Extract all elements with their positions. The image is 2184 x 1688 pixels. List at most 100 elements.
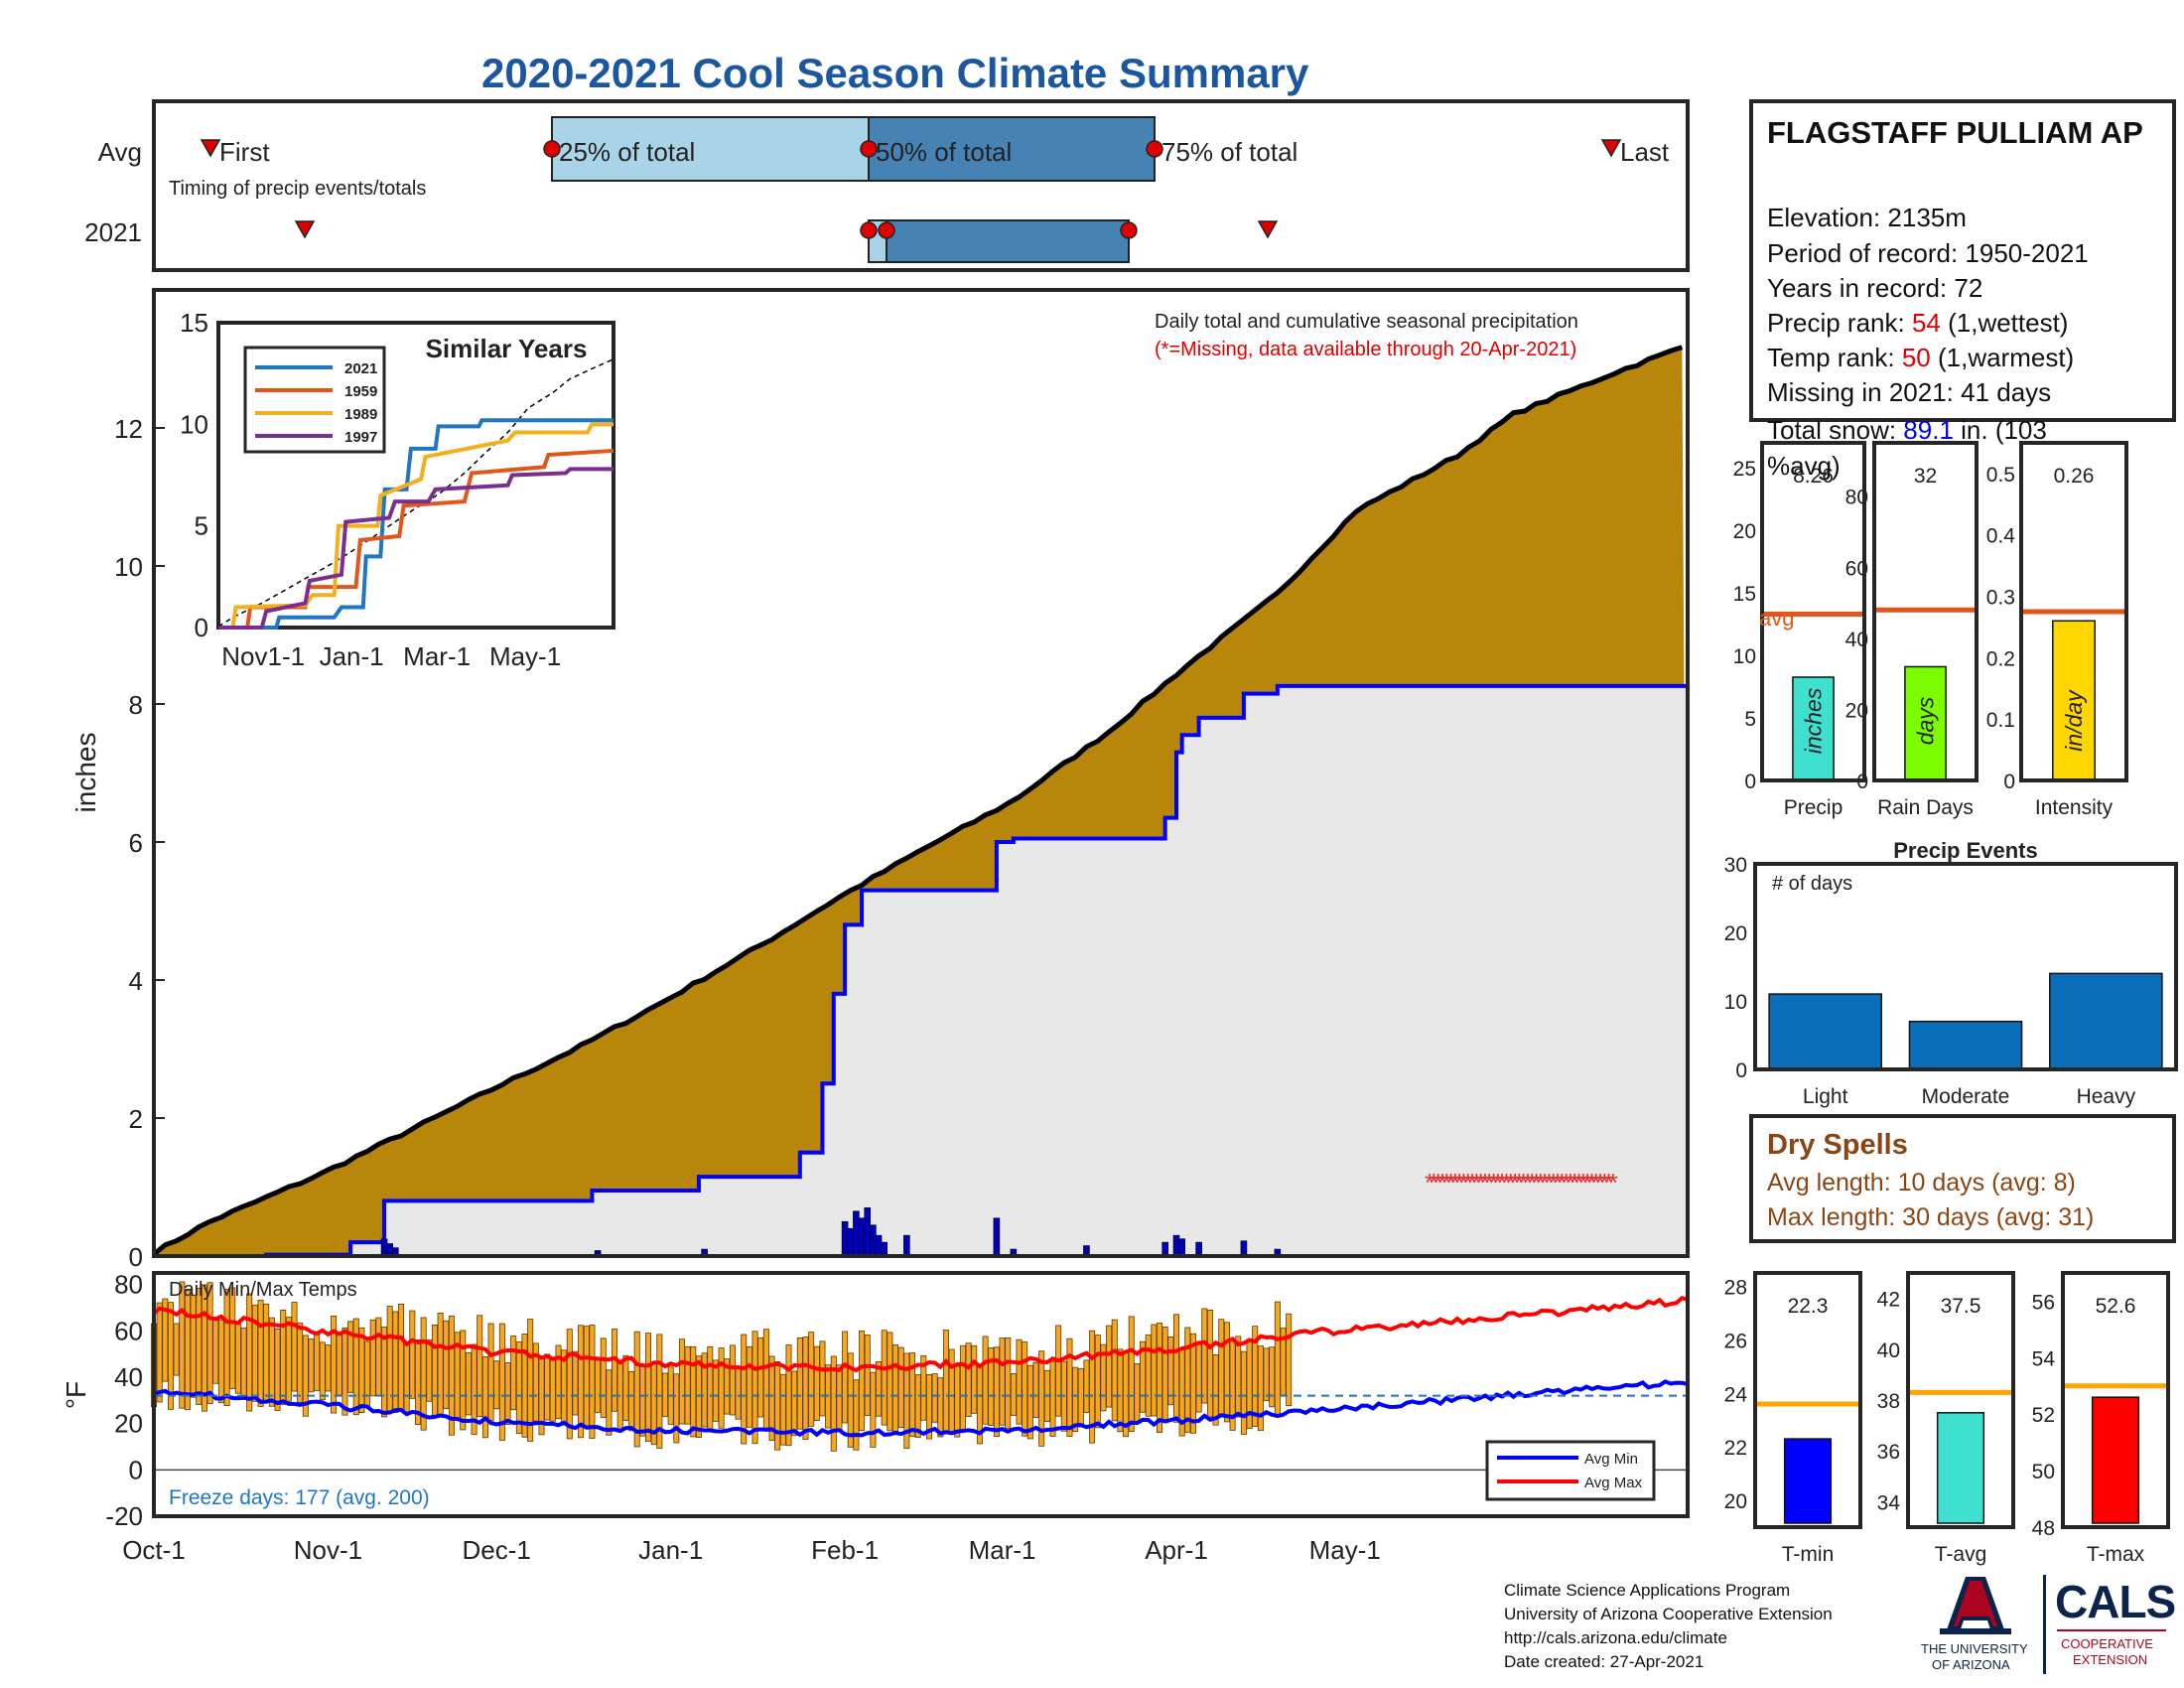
daily-temp-bar bbox=[583, 1326, 590, 1427]
tmax-summary-bar bbox=[2091, 1396, 2140, 1524]
daily-temp-bar bbox=[830, 1355, 837, 1452]
daily-temp-bar bbox=[437, 1313, 444, 1416]
daily-temp-bar bbox=[842, 1331, 849, 1424]
missing-data-marker: * bbox=[1497, 1168, 1507, 1197]
daily-temp-bar bbox=[948, 1348, 955, 1435]
avg-min-temp-line bbox=[153, 1379, 1689, 1438]
station-period: Period of record: 1950-2021 bbox=[1767, 238, 2089, 268]
daily-temp-bar bbox=[920, 1354, 927, 1421]
daily-temp-bar bbox=[853, 1379, 860, 1451]
daily-temp-bar bbox=[746, 1345, 752, 1428]
daily-temp-bar bbox=[712, 1359, 719, 1422]
daily-temp-bar bbox=[555, 1344, 562, 1420]
daily-temp-bar bbox=[403, 1342, 410, 1414]
daily-temp-bar bbox=[325, 1344, 332, 1392]
daily-temp-bar bbox=[1100, 1343, 1107, 1412]
timing-row-avg-label: Avg bbox=[98, 137, 142, 167]
daily-temp-bar bbox=[1010, 1373, 1017, 1416]
daily-temp-bar bbox=[942, 1330, 949, 1433]
raindays-summary-y-tick-label: 80 bbox=[1845, 487, 1868, 509]
daily-temp-bar bbox=[240, 1327, 247, 1400]
daily-temp-bar bbox=[196, 1287, 203, 1405]
dry-spells-max: Max length: 30 days (avg: 31) bbox=[1767, 1203, 2095, 1231]
missing-data-marker: * bbox=[1570, 1168, 1579, 1197]
intensity-summary-value-label: 0.26 bbox=[2054, 465, 2095, 488]
daily-temp-bar bbox=[1212, 1353, 1219, 1426]
daily-temp-bar bbox=[639, 1364, 646, 1437]
station-years: Years in record: 72 bbox=[1767, 273, 1983, 303]
daily-temp-bar bbox=[645, 1333, 652, 1443]
daily-temp-bar bbox=[931, 1373, 938, 1423]
daily-temp-bar bbox=[1173, 1314, 1180, 1423]
daily-temp-bar bbox=[1072, 1366, 1079, 1433]
daily-temp-bar bbox=[965, 1342, 972, 1417]
daily-temp-bar bbox=[1184, 1327, 1191, 1433]
precip-events-bar bbox=[1908, 1020, 2023, 1070]
tavg-summary-frame bbox=[1906, 1271, 2015, 1529]
daily-temp-bar bbox=[1134, 1363, 1141, 1424]
inset-series-1989 bbox=[218, 422, 614, 630]
precip-events-y-tick-label: 10 bbox=[1724, 991, 1747, 1014]
precip-events-y-tick-label: 0 bbox=[1735, 1059, 1747, 1082]
missing-data-marker: * bbox=[1454, 1168, 1464, 1197]
daily-temp-bar bbox=[662, 1372, 669, 1417]
missing-data-marker: * bbox=[1433, 1168, 1443, 1197]
station-missing: Missing in 2021: 41 days bbox=[1767, 377, 2052, 407]
daily-temp-bar bbox=[409, 1310, 416, 1399]
season-2021-cumulative-area bbox=[154, 685, 1688, 1256]
daily-temp-bar bbox=[1218, 1319, 1225, 1416]
daily-temp-bar bbox=[864, 1335, 871, 1417]
daily-precip-bar bbox=[853, 1210, 860, 1257]
raindays-summary-frame bbox=[1872, 441, 1979, 782]
daily-precip-bar bbox=[864, 1207, 872, 1257]
daily-temp-bar bbox=[336, 1333, 342, 1396]
inset-legend-label: 1959 bbox=[344, 383, 377, 400]
daily-temp-bar bbox=[1049, 1360, 1056, 1437]
missing-data-marker: * bbox=[1441, 1168, 1451, 1197]
tavg-summary-y-tick-label: 36 bbox=[1877, 1441, 1900, 1464]
daily-temp-bar bbox=[673, 1373, 680, 1444]
missing-data-marker: * bbox=[1437, 1168, 1447, 1197]
date-axis-tick-label: Apr-1 bbox=[1145, 1535, 1208, 1565]
raindays-summary-y-tick-label: 20 bbox=[1845, 699, 1868, 722]
daily-temp-bar bbox=[167, 1302, 174, 1410]
missing-data-marker: * bbox=[1471, 1168, 1481, 1197]
daily-temp-bar bbox=[1022, 1341, 1028, 1437]
precip-y-tick-label: 12 bbox=[114, 414, 143, 444]
page-title: 2020-2021 Cool Season Climate Summary bbox=[481, 50, 1309, 96]
daily-temp-bar bbox=[914, 1374, 921, 1438]
precip-y-tick-label: 6 bbox=[129, 828, 143, 858]
dry-spells-avg: Avg length: 10 days (avg: 8) bbox=[1767, 1169, 2076, 1196]
precip-events-frame bbox=[1753, 862, 2178, 1071]
precip-summary-y-tick-label: 25 bbox=[1733, 458, 1756, 481]
daily-temp-bar bbox=[431, 1325, 438, 1417]
daily-temp-bar bbox=[606, 1369, 613, 1436]
timing-percentile-marker bbox=[860, 140, 878, 158]
missing-data-marker: * bbox=[1553, 1168, 1563, 1197]
daily-temp-bar bbox=[768, 1355, 775, 1442]
missing-data-marker: * bbox=[1549, 1168, 1559, 1197]
intensity-summary-y-tick-label: 0.5 bbox=[1986, 464, 2015, 487]
missing-data-marker: * bbox=[1480, 1168, 1490, 1197]
inset-series-1997 bbox=[218, 467, 614, 630]
daily-temp-bar bbox=[1117, 1348, 1124, 1433]
daily-temp-bar bbox=[937, 1377, 944, 1438]
daily-temp-bar bbox=[1286, 1313, 1293, 1407]
daily-temp-bar bbox=[297, 1322, 304, 1403]
missing-data-marker: * bbox=[1467, 1168, 1477, 1197]
timing-row-2021-label: 2021 bbox=[84, 217, 142, 247]
precip-y-tick-label: 0 bbox=[129, 1242, 143, 1272]
daily-temp-bar bbox=[729, 1344, 736, 1416]
daily-temp-bar bbox=[959, 1344, 966, 1433]
intensity-summary-y-tick-label: 0.1 bbox=[1986, 709, 2015, 732]
daily-temp-bar bbox=[1077, 1368, 1084, 1428]
daily-temp-bar bbox=[982, 1336, 989, 1425]
temp-chart-frame bbox=[152, 1271, 1690, 1518]
precip-events-y-tick-label: 20 bbox=[1724, 922, 1747, 945]
daily-temp-bar bbox=[870, 1371, 877, 1448]
tmin-summary-y-tick-label: 24 bbox=[1724, 1383, 1748, 1406]
daily-precip-bar bbox=[1161, 1241, 1168, 1257]
daily-temp-bar bbox=[358, 1327, 365, 1414]
daily-temp-bar bbox=[589, 1325, 596, 1439]
